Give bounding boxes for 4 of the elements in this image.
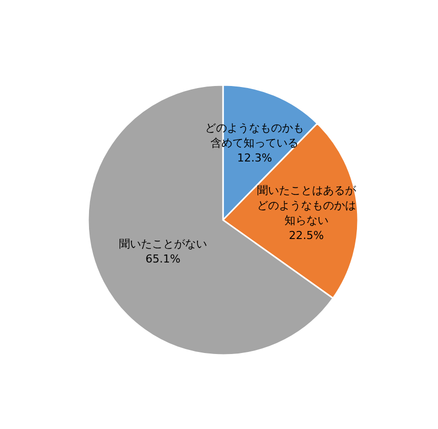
slice-label: 聞いたことがない [119, 236, 208, 250]
data-label: 22.5% [288, 228, 324, 242]
data-label: 65.1% [146, 252, 180, 265]
data-label: 12.3% [237, 150, 272, 164]
